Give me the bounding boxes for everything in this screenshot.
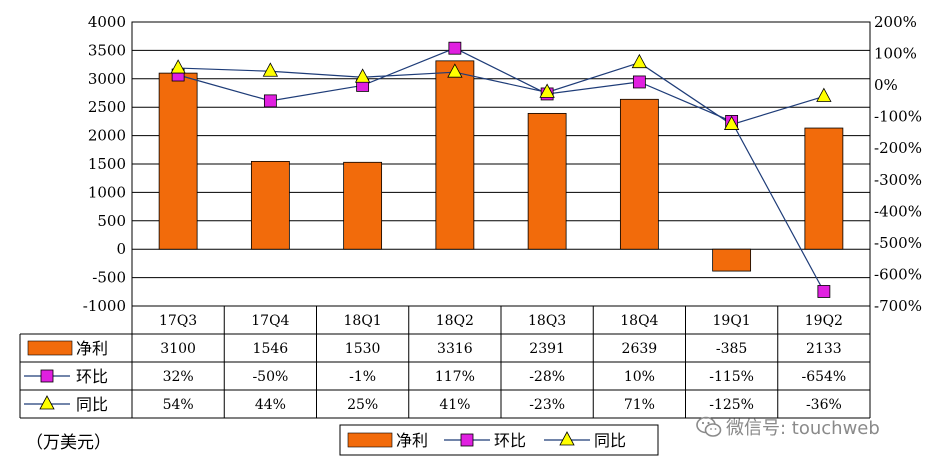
y-left-tick-label: 1500 [88,155,126,173]
y-right-tick-label: -600% [874,265,922,283]
y-right-tick-label: -400% [874,202,922,220]
marker-yoy [447,63,463,78]
bar-net-profit [435,60,475,250]
table-key-marker-yoy [39,395,55,410]
watermark-text: 微信号: touchweb [726,418,880,439]
data-table: 17Q3 17Q4 18Q1 18Q2 18Q3 18Q4 19Q1 19Q2 净利 3100 15… [19,305,871,419]
y-right-tick-label: 100% [874,45,917,63]
line-series [170,41,832,298]
x-category-label: 17Q3 [159,313,197,329]
marker-yoy [354,68,371,83]
y-left-tick-label: 3500 [88,41,126,59]
table-cell-value: 32% [163,369,194,385]
table-cell-value: 117% [435,369,475,385]
table-row-label: 环比 [76,367,108,386]
table-cell-value: 2133 [806,341,842,357]
gridlines [132,21,870,307]
x-category-label: 19Q1 [713,313,751,329]
table-cell-value: -1% [349,369,376,385]
marker-yoy [631,53,648,69]
bar-net-profit [343,161,383,250]
table-row-label: 同比 [76,395,108,414]
unit-label: （万美元） [26,433,111,453]
marker-yoy [539,83,555,98]
y-left-tick-label: -500 [92,269,126,287]
axes: 4000 3500 3000 2500 2000 1500 1000 500 0 -500 -100… [83,13,922,315]
table-cell-value: 3100 [160,341,196,357]
table-cell-value: -23% [529,397,565,413]
table-cell-value: -654% [801,369,846,385]
legend-key-marker-yoy [559,431,575,446]
y-left-tick-label: 1000 [88,183,126,201]
table-cell-value: 54% [163,397,194,413]
y-right-tick-label: -700% [874,297,922,315]
table-row-label: 净利 [76,339,108,358]
y-left-tick-label: -1000 [83,297,126,315]
table-key-marker-mom [40,369,54,383]
y-left-tick-label: 2500 [88,98,126,116]
table-cell-value: 3316 [437,341,473,357]
table-cell-value: 2639 [622,341,658,357]
y-right-tick-label: -500% [874,234,922,252]
marker-mom [632,75,646,89]
y-right-tick-label: 0% [874,76,898,94]
table-cell-value: 71% [624,397,655,413]
line-yoy [178,62,825,126]
marker-mom [263,94,277,108]
x-category-label: 18Q2 [436,313,474,329]
legend-label-mom: 环比 [494,431,526,450]
table-cell-value: 2391 [529,341,565,357]
bar-net-profit [527,112,567,250]
marker-yoy [723,115,740,130]
table-cell-value: 25% [347,397,378,413]
y-left-tick-label: 2000 [88,127,126,145]
legend-label-yoy: 同比 [594,431,626,450]
y-left-tick-label: 3000 [88,70,126,88]
bar-net-profit [250,160,290,250]
table-cell-value: 1530 [345,341,381,357]
bar-net-profit [619,98,659,250]
table-cell-value: -28% [529,369,565,385]
wechat-icon [696,416,722,437]
marker-mom [448,41,462,55]
table-cell-value: -50% [252,369,288,385]
table-cell-value: 1546 [253,341,289,357]
table-cell-value: 44% [255,397,286,413]
x-category-label: 18Q1 [344,313,382,329]
bar-net-profit [158,72,198,250]
y-left-tick-label: 0 [116,240,126,258]
table-key-net-profit [27,340,73,356]
marker-mom [817,285,831,298]
bar-series [158,60,844,272]
y-right-tick-label: 200% [874,13,917,31]
legend-key-marker-mom [460,433,474,447]
x-category-label: 19Q2 [805,313,843,329]
marker-yoy [262,62,279,77]
y-left-tick-label: 4000 [88,13,126,31]
y-left-tick-label: 500 [97,212,126,230]
marker-yoy [170,59,186,74]
table-cell-value: -36% [806,397,842,413]
watermark: 微信号: touchweb [696,414,880,440]
table-cell-value: -125% [709,397,754,413]
table-cell-value: -115% [709,369,754,385]
y-right-tick-label: -300% [874,171,922,189]
x-category-label: 18Q3 [528,313,566,329]
bar-net-profit [804,127,844,250]
bar-net-profit [712,248,752,272]
y-right-tick-label: -200% [874,139,922,157]
legend-label-net-profit: 净利 [396,431,428,450]
x-category-label: 18Q4 [620,313,658,329]
y-right-tick-label: -100% [874,108,922,126]
legend-box [339,424,659,456]
table-cell-value: 41% [439,397,470,413]
legend: 净利 环比 同比 [339,424,659,456]
marker-yoy [816,87,832,102]
table-cell-value: 10% [624,369,655,385]
table-cell-value: -385 [716,341,747,357]
x-category-label: 17Q4 [251,313,289,329]
legend-key-net-profit [347,432,393,448]
